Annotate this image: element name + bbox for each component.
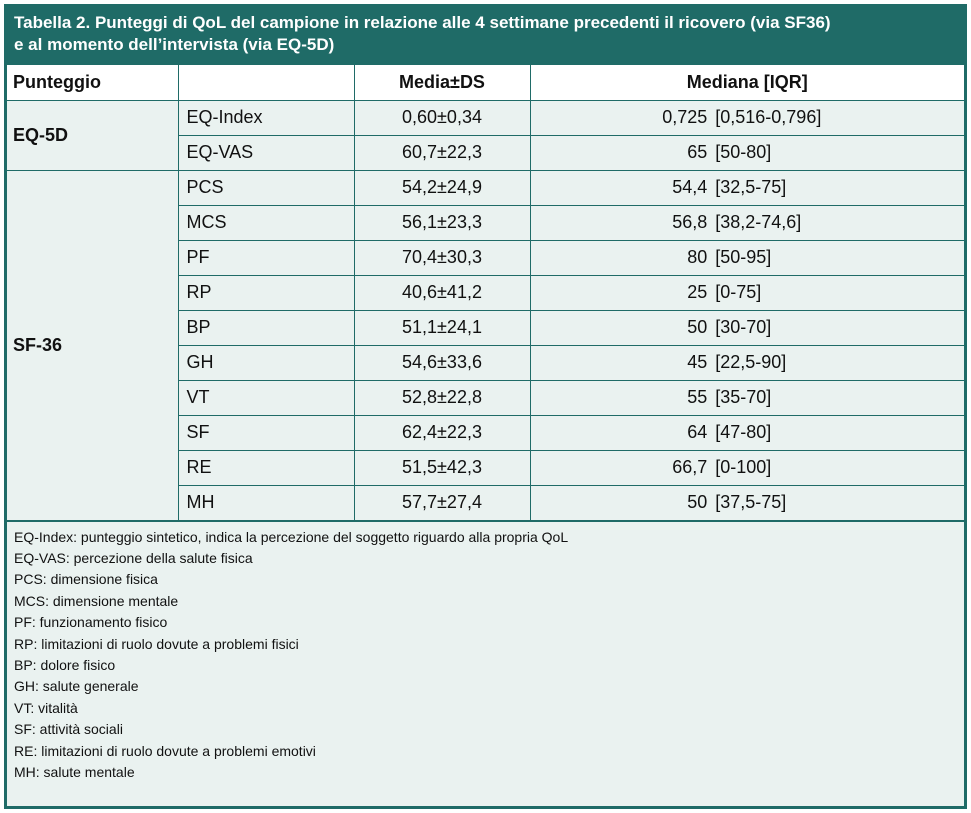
table-row: MCS 56,1±23,3 56,8 [38,2-74,6] — [7, 204, 964, 241]
median-value: 64 — [687, 422, 708, 442]
table-frame: Tabella 2. Punteggi di QoL del campione … — [4, 4, 967, 809]
median-iqr-cell: 65 [50-80] — [529, 134, 964, 171]
iqr-value: [50-80] — [715, 142, 772, 162]
median-value: 25 — [687, 282, 708, 302]
median-value: 65 — [687, 142, 708, 162]
median-value: 80 — [687, 247, 708, 267]
note-line: SF: attività sociali — [14, 721, 123, 738]
table-row: BP 51,1±24,1 50 [30-70] — [7, 309, 964, 346]
abbreviation-notes: EQ-Index: punteggio sintetico, indica la… — [7, 520, 964, 784]
table-row: MH 57,7±27,4 50 [37,5-75] — [7, 484, 964, 521]
mean-sd-value: 54,2±24,9 — [353, 169, 531, 206]
median-iqr-cell: 54,4 [32,5-75] — [529, 169, 964, 206]
note-line: GH: salute generale — [14, 678, 139, 695]
median-iqr-cell: 66,7 [0-100] — [529, 449, 964, 486]
table-body: EQ-5D EQ-Index 0,60±0,34 0,725 [0,516-0,796]… — [7, 100, 964, 521]
table-row: RP 40,6±41,2 25 [0-75] — [7, 274, 964, 311]
table-row: EQ-5D EQ-Index 0,60±0,34 0,725 [0,516-0,796] — [7, 100, 964, 171]
table-row: PF 70,4±30,3 80 [50-95] — [7, 239, 964, 276]
mean-sd-value: 52,8±22,8 — [353, 379, 531, 416]
iqr-value: [0,516-0,796] — [715, 107, 822, 127]
header-median: Mediana [IQR] — [529, 65, 964, 101]
median-iqr-cell: 25 [0-75] — [529, 274, 964, 311]
mean-sd-value: 60,7±22,3 — [353, 134, 531, 171]
mean-sd-value: 57,7±27,4 — [353, 484, 531, 521]
note-line: MH: salute mentale — [14, 763, 135, 780]
table-row: VT 52,8±22,8 55 [35-70] — [7, 379, 964, 416]
header-score: Punteggio — [7, 65, 179, 101]
note-line: VT: vitalità — [14, 699, 78, 716]
measure-name: EQ-VAS — [178, 134, 355, 171]
note-line: MCS: dimensione mentale — [14, 592, 179, 609]
header-row: Punteggio Media±DS Mediana [IQR] — [7, 65, 964, 101]
median-value: 66,7 — [672, 457, 708, 477]
note-line: RP: limitazioni di ruolo dovute a proble… — [14, 635, 299, 652]
caption-line-1: Tabella 2. Punteggi di QoL del campione … — [14, 13, 831, 32]
measure-name: PF — [178, 239, 355, 276]
measure-name: SF — [178, 414, 355, 451]
iqr-value: [32,5-75] — [715, 177, 787, 197]
iqr-value: [0-75] — [715, 282, 762, 302]
iqr-value: [22,5-90] — [715, 352, 787, 372]
measure-name: VT — [178, 379, 355, 416]
note-line: PF: funzionamento fisico — [14, 614, 168, 631]
measure-name: RE — [178, 449, 355, 486]
median-iqr-cell: 64 [47-80] — [529, 414, 964, 451]
table-caption: Tabella 2. Punteggi di QoL del campione … — [7, 7, 964, 65]
header-empty — [177, 65, 355, 101]
measure-name: MCS — [178, 204, 355, 241]
median-iqr-cell: 55 [35-70] — [529, 379, 964, 416]
mean-sd-value: 54,6±33,6 — [353, 344, 531, 381]
measure-name: EQ-Index — [177, 100, 355, 136]
median-value: 0,725 — [662, 107, 708, 127]
median-iqr-cell: 45 [22,5-90] — [529, 344, 964, 381]
mean-sd-value: 62,4±22,3 — [353, 414, 531, 451]
caption-line-2: e al momento dell’intervista (via EQ-5D) — [14, 35, 335, 54]
iqr-value: [37,5-75] — [715, 492, 787, 512]
mean-sd-value: 51,5±42,3 — [353, 449, 531, 486]
measure-name: BP — [178, 309, 355, 346]
note-line: RE: limitazioni di ruolo dovute a proble… — [14, 742, 316, 759]
median-iqr-cell: 50 [37,5-75] — [529, 484, 964, 521]
mean-sd-value: 70,4±30,3 — [353, 239, 531, 276]
mean-sd-value: 51,1±24,1 — [353, 309, 531, 346]
table-row: RE 51,5±42,3 66,7 [0-100] — [7, 449, 964, 486]
median-value: 50 — [687, 317, 708, 337]
median-value: 45 — [687, 352, 708, 372]
measure-name: GH — [178, 344, 355, 381]
iqr-value: [38,2-74,6] — [715, 212, 802, 232]
qol-scores-table: Punteggio Media±DS Mediana [IQR] EQ-5D EQ… — [7, 65, 964, 521]
group-label: EQ-5D — [7, 100, 179, 171]
table-row: SF-36 PCS 54,2±24,9 54,4 [32,5-75] — [7, 169, 964, 521]
note-line: EQ-VAS: percezione della salute fisica — [14, 549, 253, 566]
mean-sd-value: 56,1±23,3 — [353, 204, 531, 241]
median-iqr-cell: 80 [50-95] — [529, 239, 964, 276]
iqr-value: [47-80] — [715, 422, 772, 442]
measure-name: PCS — [177, 169, 355, 206]
group-label: SF-36 — [7, 169, 179, 521]
iqr-value: [0-100] — [715, 457, 772, 477]
table-row: SF 62,4±22,3 64 [47-80] — [7, 414, 964, 451]
median-value: 54,4 — [672, 177, 708, 197]
iqr-value: [30-70] — [715, 317, 772, 337]
note-line: PCS: dimensione fisica — [14, 571, 158, 588]
header-mean: Media±DS — [353, 65, 531, 101]
iqr-value: [35-70] — [715, 387, 772, 407]
note-line: BP: dolore fisico — [14, 656, 116, 673]
median-value: 50 — [687, 492, 708, 512]
median-value: 55 — [687, 387, 708, 407]
mean-sd-value: 0,60±0,34 — [353, 100, 531, 136]
iqr-value: [50-95] — [715, 247, 772, 267]
table-row: GH 54,6±33,6 45 [22,5-90] — [7, 344, 964, 381]
median-iqr-cell: 56,8 [38,2-74,6] — [529, 204, 964, 241]
median-iqr-cell: 0,725 [0,516-0,796] — [529, 100, 964, 136]
measure-name: RP — [178, 274, 355, 311]
measure-name: MH — [178, 484, 355, 521]
note-line: EQ-Index: punteggio sintetico, indica la… — [14, 528, 569, 545]
mean-sd-value: 40,6±41,2 — [353, 274, 531, 311]
median-value: 56,8 — [672, 212, 708, 232]
median-iqr-cell: 50 [30-70] — [529, 309, 964, 346]
